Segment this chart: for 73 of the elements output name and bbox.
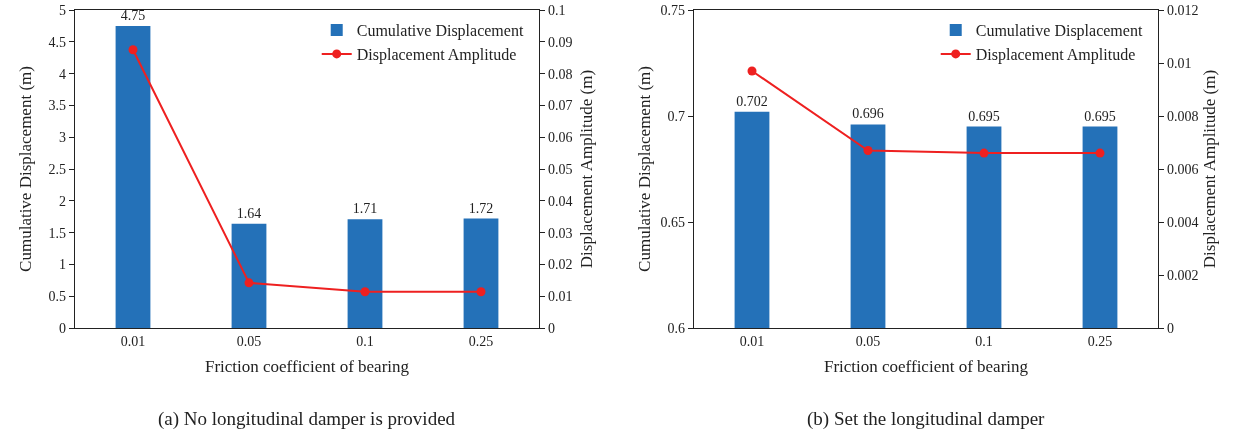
x-tick-label: 0.25 — [1087, 333, 1113, 349]
x-tick-label: 0.01 — [120, 333, 146, 349]
data-label: 0.695 — [1084, 108, 1116, 124]
y-tick-label: 0.75 — [660, 2, 686, 18]
x-axis-title: Friction coefficient of bearing — [204, 357, 410, 377]
point — [128, 45, 138, 55]
point — [360, 287, 370, 297]
x-tick-label: 0.1 — [975, 333, 993, 349]
y2-tick-label: 0.01 — [1166, 55, 1192, 71]
point — [979, 148, 989, 158]
bar — [115, 25, 151, 328]
y-tick-label: 4.5 — [48, 34, 67, 50]
y2-tick-label: 0.1 — [547, 2, 566, 18]
y-tick-label: 3 — [59, 130, 67, 146]
bar — [347, 219, 383, 328]
x-tick-label: 0.01 — [739, 333, 765, 349]
y-tick-label: 0.6 — [667, 320, 686, 336]
y2-tick-label: 0.006 — [1166, 161, 1199, 177]
data-label: 1.72 — [468, 200, 494, 216]
y2-tick-label: 0.01 — [547, 289, 573, 305]
y-tick-label: 0.65 — [660, 214, 686, 230]
y2-tick-label: 0.008 — [1166, 108, 1199, 124]
y-tick-label: 0.7 — [667, 108, 686, 124]
y2-tick-label: 0.002 — [1166, 267, 1199, 283]
data-label: 4.75 — [120, 7, 146, 23]
data-label: 0.702 — [736, 93, 768, 109]
bar — [231, 223, 267, 328]
text: (a) No longitudinal damper is provided — [158, 408, 456, 430]
y2-tick-label: 0.012 — [1166, 2, 1199, 18]
bar — [463, 218, 499, 328]
legend-label: Cumulative Displacement — [975, 22, 1143, 41]
point — [747, 66, 757, 76]
x-tick-label: 0.05 — [236, 333, 262, 349]
y-axis-title: Cumulative Displacement (m) — [15, 66, 35, 272]
y2-tick-label: 0.09 — [547, 34, 573, 50]
x-tick-label: 0.05 — [855, 333, 881, 349]
point — [244, 278, 254, 288]
y-tick-label: 3.5 — [48, 98, 67, 114]
point — [476, 287, 486, 297]
legend-label: Cumulative Displacement — [356, 22, 524, 41]
y2-tick-label: 0 — [547, 320, 555, 336]
y2-tick-label: 0.08 — [547, 66, 573, 82]
y-tick-label: 2 — [59, 193, 67, 209]
data-label: 1.71 — [352, 201, 378, 217]
point — [1095, 148, 1105, 158]
y2-axis-title: Displacement Amplitude (m) — [576, 69, 596, 269]
y2-tick-label: 0.004 — [1166, 214, 1199, 230]
y2-tick-label: 0 — [1166, 320, 1174, 336]
x-axis-title: Friction coefficient of bearing — [823, 357, 1029, 377]
y-tick-label: 4 — [59, 66, 67, 82]
y-axis-title: Cumulative Displacement (m) — [634, 66, 654, 272]
y-tick-label: 5 — [59, 2, 67, 18]
y2-tick-label: 0.06 — [547, 130, 573, 146]
data-label: 0.695 — [968, 108, 1000, 124]
legend-label: Displacement Amplitude — [975, 46, 1136, 65]
y-tick-label: 1.5 — [48, 225, 67, 241]
y-tick-label: 0 — [59, 320, 67, 336]
data-label: 1.64 — [236, 205, 262, 221]
y2-tick-label: 0.07 — [547, 98, 573, 114]
x-tick-label: 0.1 — [356, 333, 374, 349]
y-tick-label: 2.5 — [48, 161, 67, 177]
x-tick-label: 0.25 — [468, 333, 494, 349]
data-label: 0.696 — [852, 106, 884, 122]
y2-tick-label: 0.03 — [547, 225, 573, 241]
text: (b) Set the longitudinal damper — [807, 408, 1046, 430]
y2-axis-title: Displacement Amplitude (m) — [1200, 69, 1220, 269]
point — [863, 145, 873, 155]
legend-label: Displacement Amplitude — [356, 46, 517, 65]
y-tick-label: 0.5 — [48, 289, 67, 305]
y-tick-label: 1 — [59, 257, 67, 273]
y2-tick-label: 0.05 — [547, 161, 573, 177]
y2-tick-label: 0.02 — [547, 257, 573, 273]
y2-tick-label: 0.04 — [547, 193, 573, 209]
